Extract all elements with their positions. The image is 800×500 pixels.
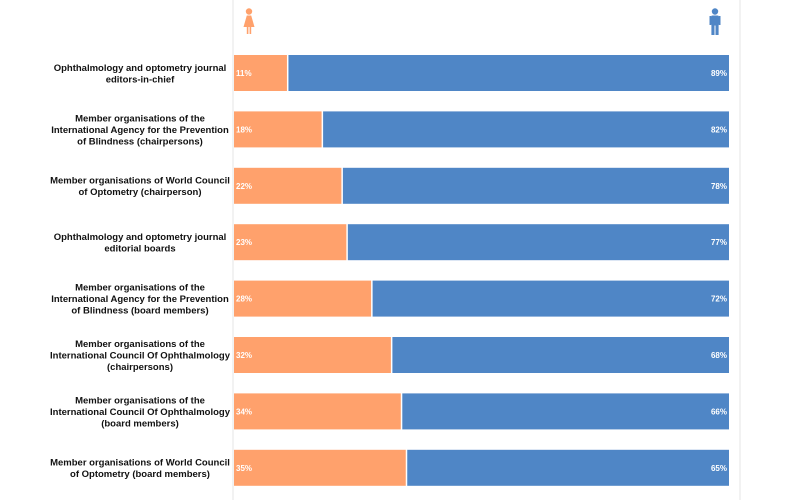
female-value-label: 22% — [236, 182, 252, 191]
male-value-label: 78% — [711, 182, 727, 191]
female-value-label: 23% — [236, 238, 252, 247]
female-bar — [234, 337, 391, 373]
male-value-label: 66% — [711, 407, 727, 416]
category-label: Member organisations of the International… — [51, 283, 229, 317]
female-value-label: 18% — [236, 125, 252, 134]
category-label-line: International Agency for the Prevention — [51, 125, 229, 136]
bar-row: Member organisations of the International… — [50, 393, 729, 430]
female-value-label: 28% — [236, 295, 252, 304]
female-bar — [234, 393, 401, 430]
category-label-line: of Optometry (chairperson) — [79, 187, 202, 198]
male-value-label: 65% — [711, 464, 727, 473]
bar-row: Member organisations of the International… — [51, 280, 729, 317]
category-label: Member organisations of World Council of … — [50, 458, 230, 481]
category-label-line: Member organisations of World Council — [50, 176, 230, 187]
male-value-label: 77% — [711, 238, 727, 247]
bar-row: Member organisations of the International… — [50, 337, 729, 373]
male-value-label: 68% — [711, 351, 727, 360]
bar-row: Ophthalmology and optometry journal edito… — [54, 224, 729, 261]
male-bar — [372, 280, 729, 317]
category-label-line: Ophthalmology and optometry journal — [54, 63, 227, 74]
category-label-line: Member organisations of World Council — [50, 458, 230, 469]
category-label-line: International Agency for the Prevention — [51, 294, 229, 305]
female-value-label: 32% — [236, 351, 252, 360]
female-icon — [243, 8, 255, 34]
bar-row: Member organisations of World Council of … — [50, 167, 729, 204]
female-bar — [234, 111, 322, 148]
female-value-label: 34% — [236, 407, 252, 416]
female-bar — [234, 449, 406, 486]
category-label: Ophthalmology and optometry journal edito… — [54, 63, 227, 86]
category-label-line: editors-in-chief — [106, 74, 175, 85]
category-label: Member organisations of the International… — [51, 113, 229, 147]
male-bar — [342, 167, 729, 204]
female-value-label: 35% — [236, 464, 252, 473]
category-label-line: (chairpersons) — [107, 362, 173, 373]
category-label: Ophthalmology and optometry journal edito… — [54, 232, 227, 255]
category-label-line: International Council Of Ophthalmology — [50, 351, 231, 362]
category-label-line: editorial boards — [104, 243, 175, 254]
female-bar — [234, 167, 342, 204]
category-label-line: Member organisations of the — [75, 339, 205, 350]
category-label-line: International Council Of Ophthalmology — [50, 407, 231, 418]
category-label-line: of Optometry (board members) — [70, 469, 210, 480]
male-bar — [323, 111, 729, 148]
male-bar — [288, 55, 729, 91]
male-value-label: 89% — [711, 69, 727, 78]
category-label-line: Member organisations of the — [75, 283, 205, 294]
female-bar — [234, 224, 347, 261]
category-label-line: (board members) — [101, 418, 179, 429]
category-label-line: Member organisations of the — [75, 395, 205, 406]
male-bar — [407, 449, 729, 486]
male-bar — [392, 337, 729, 373]
category-label: Member organisations of World Council of … — [50, 176, 230, 199]
category-label: Member organisations of the International… — [50, 395, 231, 429]
category-label: Member organisations of the International… — [50, 339, 231, 373]
category-label-line: of Blindness (chairpersons) — [77, 136, 203, 147]
male-bar — [402, 393, 729, 430]
female-value-label: 11% — [236, 69, 252, 78]
category-label-line: Member organisations of the — [75, 113, 205, 124]
male-icon — [709, 8, 721, 35]
bar-rows: Ophthalmology and optometry journal edito… — [50, 55, 729, 486]
male-value-label: 72% — [711, 295, 727, 304]
male-bar — [347, 224, 729, 261]
category-label-line: of Blindness (board members) — [71, 306, 208, 317]
category-label-line: Ophthalmology and optometry journal — [54, 232, 227, 243]
female-bar — [234, 280, 372, 317]
bar-row: Member organisations of the International… — [51, 111, 729, 148]
female-bar — [234, 55, 287, 91]
male-value-label: 82% — [711, 125, 727, 134]
bar-row: Ophthalmology and optometry journal edito… — [54, 55, 729, 91]
bar-row: Member organisations of World Council of … — [50, 449, 729, 486]
